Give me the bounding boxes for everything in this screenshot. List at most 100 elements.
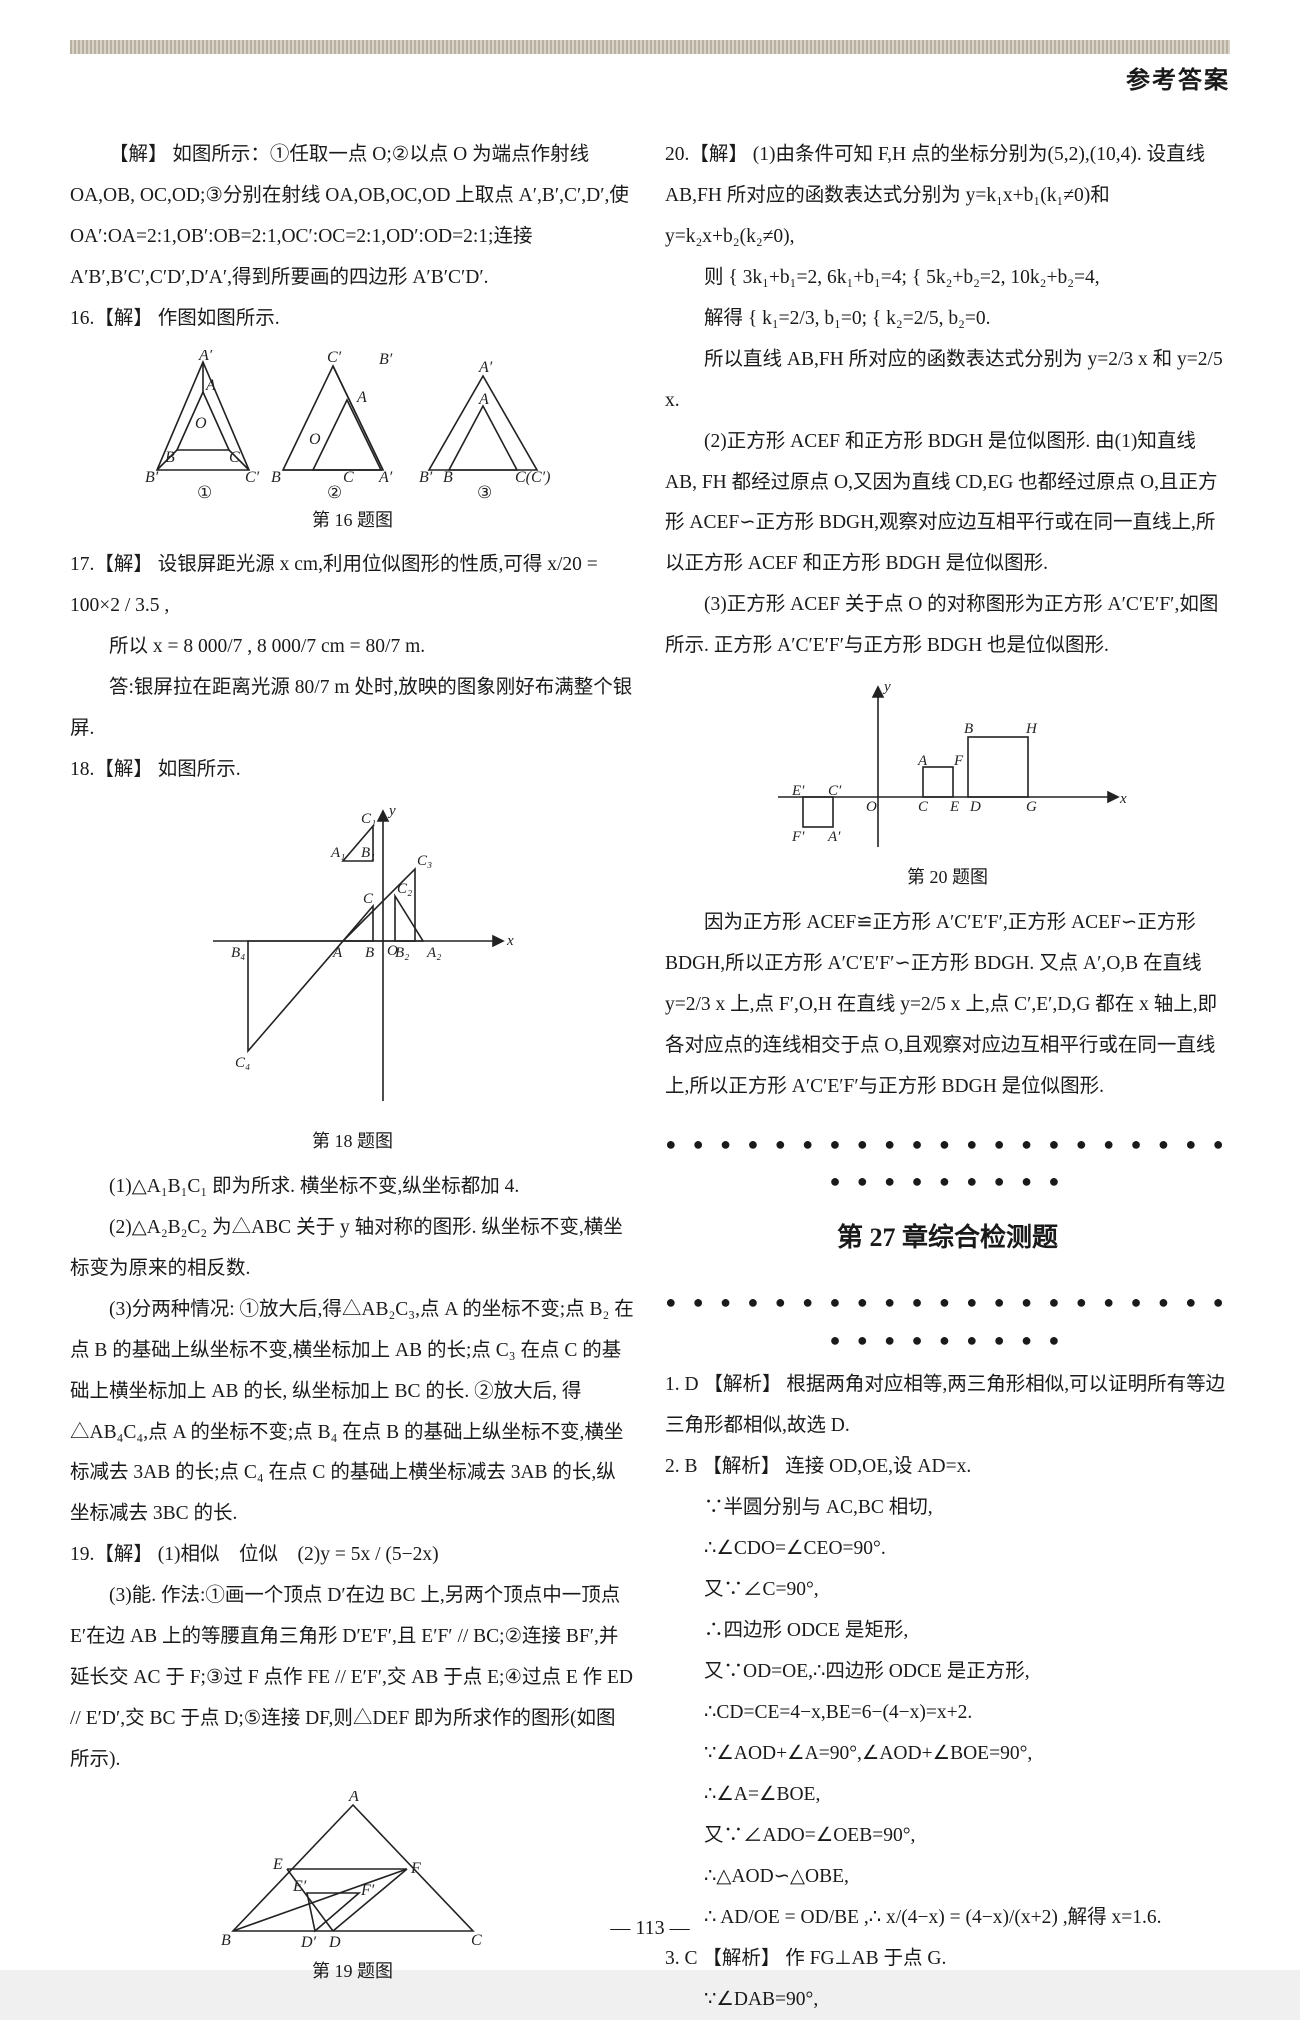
figure-18-svg: x y O A B C A₁ B₁ C₁ A₂ B₂ C₂ C₃ B₄: [183, 801, 523, 1121]
para: (2)△A₂B₂C₂ 为△ABC 关于 y 轴对称的图形. 纵坐标不变,横坐标变…: [70, 1208, 635, 1290]
para: ∴四边形 ODCE 是矩形,: [665, 1611, 1230, 1652]
lbl: B₄: [231, 945, 245, 961]
lbl: A₁: [330, 845, 345, 861]
para: 又∵∠C=90°,: [665, 1570, 1230, 1611]
figure-16-svg: A′ B′ C′ A B C O C′ B′ B A′ C O A: [143, 350, 563, 500]
txt: 17.【解】 设银屏距光源 x cm,利用位似图形的性质,可得: [70, 554, 542, 575]
lbl: O: [195, 415, 207, 432]
lbl: B: [271, 469, 281, 486]
fig16-caption: 第 16 题图: [70, 502, 635, 540]
lbl: C: [363, 891, 374, 907]
fig19-caption: 第 19 题图: [70, 1953, 635, 1991]
lbl: A: [478, 391, 489, 408]
lbl: ③: [477, 483, 492, 500]
lbl: B′: [419, 469, 433, 486]
lbl: E′: [292, 1878, 307, 1895]
para: 所以直线 AB,FH 所对应的函数表达式分别为 y=2/3 x 和 y=2/5 …: [665, 340, 1230, 422]
lbl: C′: [327, 350, 342, 366]
para: 3. C 【解析】 作 FG⊥AB 于点 G.: [665, 1939, 1230, 1980]
para: 则 { 3k₁+b₁=2, 6k₁+b₁=4; { 5k₂+b₂=2, 10k₂…: [665, 258, 1230, 299]
para: 18.【解】 如图所示.: [70, 750, 635, 791]
lbl: C(C′): [515, 469, 551, 486]
lbl: A: [356, 389, 367, 406]
lbl: E: [949, 799, 959, 815]
para: (3)正方形 ACEF 关于点 O 的对称图形为正方形 A′C′E′F′,如图所…: [665, 585, 1230, 667]
right-column: 20.【解】 (1)由条件可知 F,H 点的坐标分别为(5,2),(10,4).…: [665, 135, 1230, 2020]
dots-top: ● ● ● ● ● ● ● ● ● ● ● ● ● ● ● ● ● ● ● ● …: [665, 1126, 1230, 1202]
para: 答:银屏拉在距离光源 80/7 m 处时,放映的图象刚好布满整个银屏.: [70, 668, 635, 750]
fig18-caption: 第 18 题图: [70, 1123, 635, 1161]
lbl: A: [332, 945, 343, 961]
lbl: C: [229, 449, 240, 466]
lbl: A: [348, 1791, 359, 1805]
para: ∴∠A=∠BOE,: [665, 1775, 1230, 1816]
figure-19: A B C E F D D′ E′ F′ 第 19 题图: [70, 1791, 635, 1991]
page: 参考答案 【解】 如图所示：①任取一点 O;②以点 O 为端点作射线 OA,OB…: [0, 0, 1300, 1970]
lbl: C′: [245, 469, 260, 486]
figure-20: x y O A F C E B H D G E′ C′ F′ A: [665, 677, 1230, 897]
para: ∴CD=CE=4−x,BE=6−(4−x)=x+2.: [665, 1693, 1230, 1734]
lbl: E′: [791, 783, 805, 799]
dots-bottom: ● ● ● ● ● ● ● ● ● ● ● ● ● ● ● ● ● ● ● ● …: [665, 1284, 1230, 1360]
lbl: B₁: [361, 845, 375, 861]
lbl: B: [964, 721, 973, 737]
lbl: C: [918, 799, 929, 815]
lbl: C₃: [417, 853, 432, 869]
lbl: ①: [197, 483, 212, 500]
para: 17.【解】 设银屏距光源 x cm,利用位似图形的性质,可得 x/20 = 1…: [70, 545, 635, 627]
lbl: A′: [827, 829, 841, 845]
para: 2. B 【解析】 连接 OD,OE,设 AD=x.: [665, 1447, 1230, 1488]
lbl: ②: [327, 483, 342, 500]
para: (1)△A₁B₁C₁ 即为所求. 横坐标不变,纵坐标都加 4.: [70, 1167, 635, 1208]
lbl: F: [953, 753, 964, 769]
figure-20-svg: x y O A F C E B H D G E′ C′ F′ A: [768, 677, 1128, 857]
figure-16: A′ B′ C′ A B C O C′ B′ B A′ C O A: [70, 350, 635, 540]
para: ∴∠CDO=∠CEO=90°.: [665, 1529, 1230, 1570]
columns: 【解】 如图所示：①任取一点 O;②以点 O 为端点作射线 OA,OB, OC,…: [70, 135, 1230, 2020]
para: ∴△AOD∽△OBE,: [665, 1857, 1230, 1898]
para: 解得 { k₁=2/3, b₁=0; { k₂=2/5, b₂=0.: [665, 299, 1230, 340]
figure-18: x y O A B C A₁ B₁ C₁ A₂ B₂ C₂ C₃ B₄: [70, 801, 635, 1161]
para: ∵∠AOD+∠A=90°,∠AOD+∠BOE=90°,: [665, 1734, 1230, 1775]
lbl: O: [309, 431, 321, 448]
lbl: O: [866, 799, 877, 815]
lbl: H: [1025, 721, 1038, 737]
para: 所以 x = 8 000/7 , 8 000/7 cm = 80/7 m.: [70, 627, 635, 668]
lbl: A₂: [426, 945, 441, 961]
lbl: B′: [145, 469, 159, 486]
lbl: B: [365, 945, 374, 961]
para: 20.【解】 (1)由条件可知 F,H 点的坐标分别为(5,2),(10,4).…: [665, 135, 1230, 258]
section-title: 第 27 章综合检测题: [665, 1211, 1230, 1266]
lbl: C₄: [235, 1055, 250, 1071]
lbl: C′: [828, 783, 842, 799]
para: 又∵∠ADO=∠OEB=90°,: [665, 1816, 1230, 1857]
lbl: F: [410, 1860, 421, 1877]
lbl: A: [917, 753, 928, 769]
lbl: B₂: [395, 945, 409, 961]
lbl: y: [387, 803, 396, 819]
para: ∵∠DAB=90°,: [665, 1980, 1230, 2020]
para: (3)能. 作法:①画一个顶点 D′在边 BC 上,另两个顶点中一顶点 E′在边…: [70, 1576, 635, 1781]
lbl: C: [343, 469, 354, 486]
para: 16.【解】 作图如图所示.: [70, 299, 635, 340]
para: (2)正方形 ACEF 和正方形 BDGH 是位似图形. 由(1)知直线 AB,…: [665, 422, 1230, 586]
lbl: x: [506, 933, 514, 949]
lbl: F′: [791, 829, 805, 845]
para: 19.【解】 (1)相似 位似 (2)y = 5x / (5−2x): [70, 1535, 635, 1576]
lbl: A: [205, 377, 216, 394]
lbl: A′: [478, 359, 493, 376]
lbl: A′: [198, 350, 213, 364]
header-bar: [70, 40, 1230, 54]
lbl: D: [969, 799, 981, 815]
para: ∵半圆分别与 AC,BC 相切,: [665, 1488, 1230, 1529]
lbl: B: [165, 449, 175, 466]
para: 1. D 【解析】 根据两角对应相等,两三角形相似,可以证明所有等边三角形都相似…: [665, 1365, 1230, 1447]
page-number: — 113 —: [0, 1917, 1300, 1940]
header-label: 参考答案: [70, 60, 1230, 95]
lbl: F′: [360, 1882, 375, 1899]
para: 因为正方形 ACEF≌正方形 A′C′E′F′,正方形 ACEF∽正方形 BDG…: [665, 903, 1230, 1108]
lbl: C₁: [361, 811, 376, 827]
fig20-caption: 第 20 题图: [665, 859, 1230, 897]
para: (3)分两种情况: ①放大后,得△AB₂C₃,点 A 的坐标不变;点 B₂ 在点…: [70, 1290, 635, 1536]
lbl: G: [1026, 799, 1037, 815]
